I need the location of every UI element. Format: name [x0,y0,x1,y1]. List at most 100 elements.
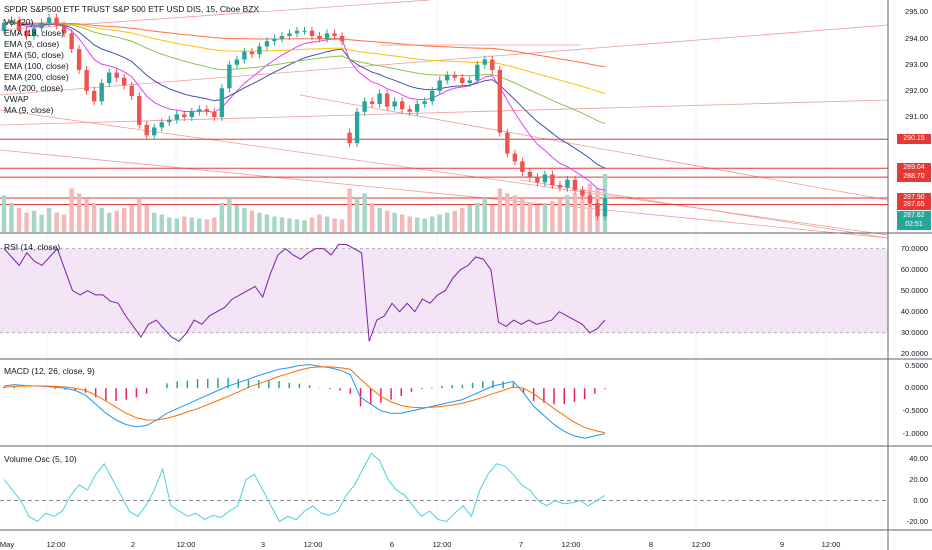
indicator-label: Vol (20) [4,17,34,27]
candle [490,59,495,70]
rsi-pane[interactable] [0,243,888,342]
rsi-tick-label: 40.0000 [900,306,928,316]
volume-osc-tick-label: 40.00 [909,453,928,463]
volume-bar [1,195,7,232]
candle [174,114,179,120]
candle [84,69,89,91]
candle [294,30,300,34]
candle [31,28,37,36]
candle [422,101,427,104]
volume-bar [152,212,157,232]
volume-osc-tick-label: -20.00 [906,516,928,526]
candle [24,30,29,36]
volume-bar [339,219,345,232]
candle [362,101,367,112]
trend-line [0,24,889,96]
candle [550,174,555,185]
rsi-tick-label: 50.0000 [900,285,928,295]
volume-bar [159,214,164,232]
price-tick-label: 293.00 [905,59,928,69]
candle [257,46,262,55]
volume-bar [99,207,104,232]
candle [234,59,240,65]
candle [189,111,195,117]
volume-bar [31,210,37,232]
candle [595,203,600,217]
price-tag: 287.62 [897,211,931,222]
price-pane[interactable] [0,13,888,232]
trend-line [519,179,889,239]
time-tick-label: 12:00 [821,540,841,549]
candle [324,33,330,39]
price-tag: 290.15 [897,134,931,145]
moving-average-line [3,22,606,125]
time-tick-label: 7 [518,540,524,549]
time-tick-label: 9 [779,540,785,549]
price-tick-label: 291.00 [905,112,928,121]
indicator-label: MA (200, close) [4,83,64,93]
volume-bar [242,207,247,232]
candle [407,109,412,112]
volume-bar [234,204,240,232]
indicator-label: EMA (9, close) [4,39,60,49]
candle [16,20,22,31]
rsi-line [3,243,606,342]
indicator-label: EMA (18, close) [4,28,64,38]
indicator-label: EMA (200, close) [4,72,69,82]
moving-average-line [4,22,606,68]
volume-bar [167,217,172,232]
volume-bar [497,188,503,232]
volume-osc-tick-label: 20.00 [909,474,928,484]
trend-line [0,99,889,126]
volume-bar [452,210,457,232]
candle [467,80,472,84]
volume-osc-pane[interactable] [0,452,888,523]
volume-bar [91,203,97,232]
candle [129,85,134,97]
volume-bar [437,214,442,232]
candle [557,184,563,188]
volume-bar [46,207,52,232]
trend-line [299,94,889,201]
volume-bar [76,193,82,232]
candle [61,25,67,34]
candle [460,77,465,84]
volume-bar [460,207,465,232]
volume-bar [542,203,548,232]
candle [384,93,390,107]
volume-bar [219,203,225,232]
candle [39,22,44,29]
volume-bar [467,204,472,232]
volume-bar [535,204,540,232]
time-tick-label: 3 [260,540,266,549]
volume-bar [212,217,217,232]
candle [354,111,360,144]
candle [332,33,337,36]
volume-bar [347,188,352,232]
volume-bar [279,217,285,232]
volume-bar [587,183,593,232]
candle [302,30,307,32]
candle [212,111,217,117]
indicator-label: EMA (100, close) [4,61,69,71]
volume-bar [317,214,322,232]
volume-bar [257,212,262,232]
volume-bar [9,203,14,232]
candle [122,77,127,86]
macd-line [3,364,606,439]
candle [580,190,585,196]
candle [445,75,450,81]
volume-bar [61,214,67,232]
volume-bar [354,198,360,232]
volume-bar [16,207,22,232]
candle [369,101,375,104]
candle [535,177,540,183]
candle [114,72,119,78]
volume-bar [384,210,390,232]
candle [572,179,578,191]
candle [219,88,225,117]
macd-pane[interactable] [3,364,606,439]
candle [452,75,457,78]
